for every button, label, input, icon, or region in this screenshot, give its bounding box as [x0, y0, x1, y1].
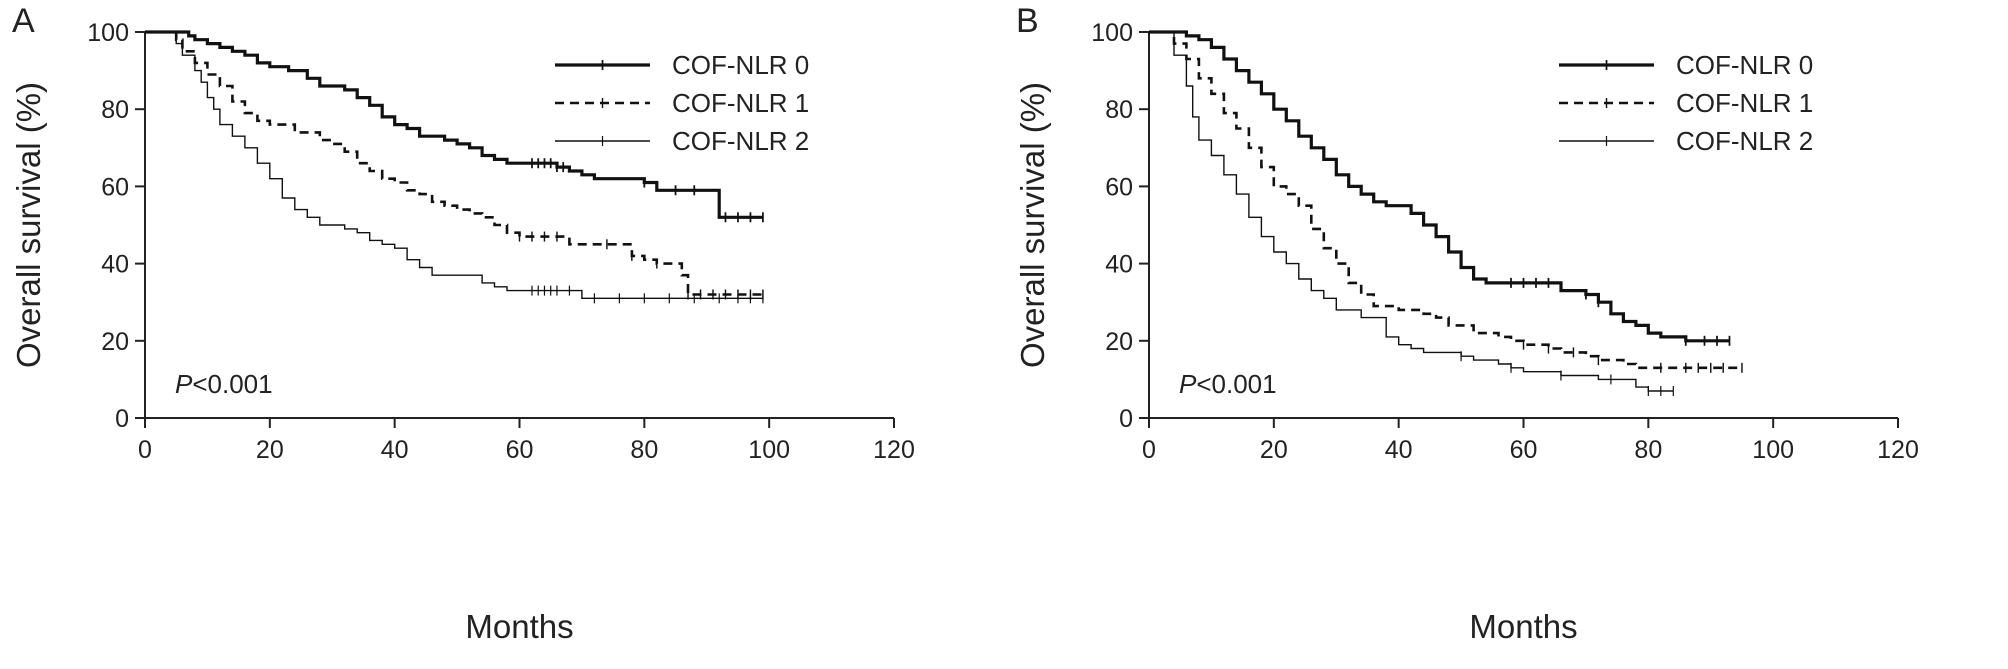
x-tick-label: 80 — [1634, 436, 1662, 464]
chart-panel-a: A 0 20 40 60 80 100 0 20 40 60 80 100 120 Months Overal… — [10, 2, 915, 645]
legend-label: COF-NLR 1 — [1676, 88, 1813, 118]
survival-curve-1 — [1149, 30, 1742, 370]
y-tick-label: 0 — [115, 405, 129, 433]
y-tick-label: 80 — [101, 96, 129, 124]
y-axis-label: Overall survival (%) — [1014, 82, 1051, 368]
p-value-annotation: P<0.001 — [175, 369, 273, 399]
x-tick-label: 100 — [1752, 436, 1794, 464]
km-chart-b: B 0 20 40 60 80 100 0 20 40 60 80 100 120 Months Overal… — [1014, 2, 1919, 645]
p-value-annotation: P<0.001 — [1179, 369, 1277, 399]
x-tick-label: 60 — [506, 436, 534, 464]
legend-label: COF-NLR 0 — [672, 50, 809, 80]
legend-label: COF-NLR 1 — [672, 88, 809, 118]
p-value: <0.001 — [192, 369, 272, 399]
x-tick-label: 40 — [1385, 436, 1413, 464]
y-axis-label: Overall survival (%) — [10, 82, 47, 368]
survival-curve-2 — [1149, 31, 1674, 392]
p-symbol: P — [175, 369, 193, 399]
survival-curve-1 — [145, 30, 763, 296]
x-tick-label: 120 — [873, 436, 915, 464]
legend-label: COF-NLR 2 — [672, 126, 809, 156]
x-tick-label: 0 — [1142, 436, 1156, 464]
x-tick-label: 80 — [630, 436, 658, 464]
survival-curve-0 — [1149, 30, 1730, 343]
y-tick-label: 20 — [1105, 328, 1133, 356]
y-tick-label: 20 — [101, 328, 129, 356]
p-value: <0.001 — [1196, 369, 1276, 399]
x-tick-label: 40 — [381, 436, 409, 464]
y-tick-label: 60 — [101, 173, 129, 201]
x-tick-label: 120 — [1877, 436, 1919, 464]
chart-panel-b: B 0 20 40 60 80 100 0 20 40 60 80 100 120 Months Overal… — [1004, 0, 2008, 669]
x-axis-label: Months — [465, 608, 573, 645]
legend-label: COF-NLR 0 — [1676, 50, 1813, 80]
y-tick-label: 80 — [1105, 96, 1133, 124]
y-tick-label: 100 — [1091, 19, 1133, 47]
y-tick-label: 40 — [1105, 251, 1133, 279]
panel-label: A — [12, 2, 35, 40]
x-axis-label: Months — [1469, 608, 1577, 645]
y-tick-label: 60 — [1105, 173, 1133, 201]
km-chart-a: A 0 20 40 60 80 100 0 20 40 60 80 100 120 Months Overal… — [10, 2, 915, 645]
y-tick-label: 40 — [101, 251, 129, 279]
panel-label: B — [1016, 2, 1039, 40]
x-tick-label: 20 — [256, 436, 284, 464]
p-symbol: P — [1179, 369, 1197, 399]
legend-label: COF-NLR 2 — [1676, 126, 1813, 156]
survival-curve-2 — [145, 31, 763, 299]
x-tick-label: 0 — [138, 436, 152, 464]
survival-curve-0 — [145, 30, 763, 219]
x-tick-label: 20 — [1260, 436, 1288, 464]
x-tick-label: 100 — [748, 436, 790, 464]
y-tick-label: 100 — [87, 19, 129, 47]
y-tick-label: 0 — [1119, 405, 1133, 433]
x-tick-label: 60 — [1510, 436, 1538, 464]
